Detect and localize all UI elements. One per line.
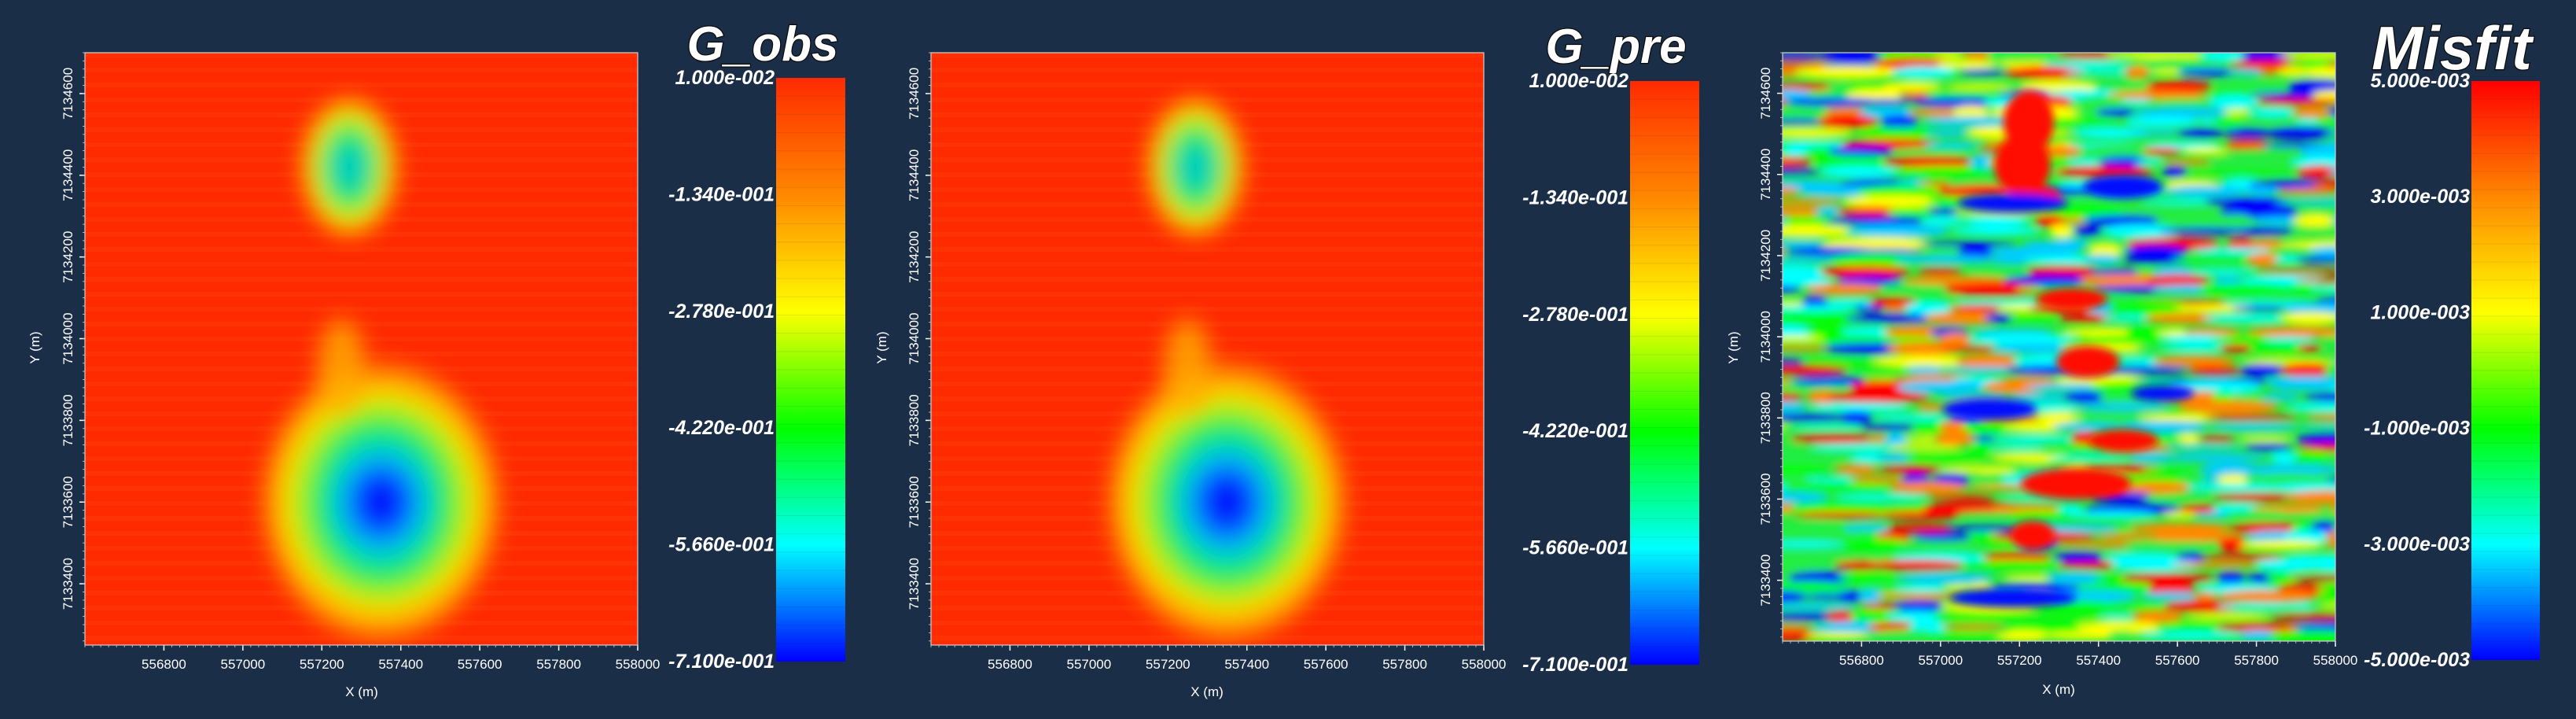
colorbar-gradient [776, 78, 845, 662]
x-tick-label: 558000 [1462, 657, 1507, 672]
y-tick-label: 7134600 [1758, 67, 1773, 119]
y-tick-label: 7134000 [907, 312, 922, 364]
x-tick-label: 557600 [1304, 657, 1349, 672]
y-axis-g-pre: 7133400 7133600 7133800 7134000 7134200 71344… [907, 52, 931, 642]
x-tick-label: 556800 [142, 657, 186, 672]
colorbar-label: -5.660e-001 [668, 534, 775, 556]
x-tick-label: 557400 [1224, 657, 1269, 672]
colorbar-label: -3.000e-003 [2364, 533, 2470, 555]
colorbar-label: -2.780e-001 [668, 301, 775, 323]
x-tick-label: 557200 [300, 657, 344, 672]
colorbar-label: -7.100e-001 [1522, 654, 1628, 676]
panel-g-pre: 556800 557000 557200 557400 557600 557800 5580… [874, 19, 1699, 699]
colorbar-label: -4.220e-001 [1522, 420, 1628, 442]
colorbar-label: -1.000e-003 [2364, 418, 2470, 440]
x-tick-label: 557400 [2076, 653, 2121, 668]
y-axis-label: Y (m) [1726, 331, 1741, 363]
colorbar-gradient [1630, 81, 1699, 665]
y-axis-misfit: 7133400 7133600 7133800 7134000 7134200 71344… [1758, 52, 1783, 638]
chart-title: G_obs [687, 17, 839, 72]
colorbar-label: -1.340e-001 [1522, 186, 1628, 208]
y-axis-label: Y (m) [874, 331, 889, 363]
colorbar-gradient [2471, 81, 2540, 660]
x-tick-label: 557400 [378, 657, 423, 672]
y-tick-label: 7134400 [1758, 149, 1773, 201]
x-axis-g-pre: 556800 557000 557200 557400 557600 557800 5580… [930, 645, 1507, 672]
colorbar-misfit: 5.000e-003 3.000e-003 1.000e-003 -1.000e-00… [2364, 70, 2540, 671]
y-tick-label: 7134400 [61, 149, 75, 201]
x-axis-label: X (m) [1190, 684, 1224, 699]
y-tick-label: 7134600 [61, 68, 75, 120]
x-tick-label: 558000 [2313, 653, 2358, 668]
colorbar-label: -5.660e-001 [1522, 537, 1628, 559]
y-tick-label: 7134000 [61, 312, 75, 364]
colorbar-label: -4.220e-001 [668, 417, 775, 439]
y-tick-label: 7134200 [1758, 230, 1773, 282]
y-tick-label: 7134200 [907, 231, 922, 283]
y-tick-label: 7134400 [907, 149, 922, 201]
colorbar-label: 1.000e-002 [675, 67, 775, 89]
y-tick-label: 7133400 [1758, 555, 1773, 607]
colorbar-label: -7.100e-001 [668, 651, 775, 673]
x-axis-label: X (m) [345, 684, 378, 699]
y-tick-label: 7133400 [61, 558, 75, 610]
y-axis-label: Y (m) [28, 331, 42, 363]
colorbar-label: -5.000e-003 [2364, 649, 2470, 671]
x-tick-label: 557800 [1382, 657, 1427, 672]
x-tick-label: 558000 [616, 657, 661, 672]
y-tick-label: 7133600 [1758, 473, 1773, 525]
panel-g-obs: 556800 557000 557200 557400 557600 557800 5580… [28, 17, 845, 699]
x-axis-g-obs: 556800 557000 557200 557400 557600 557800 5580… [84, 645, 661, 672]
x-tick-label: 557600 [458, 657, 502, 672]
y-tick-label: 7134600 [907, 68, 922, 120]
plot-area-g-pre [930, 52, 1485, 646]
x-axis-misfit: 556800 557000 557200 557400 557600 557800 5580… [1782, 641, 2358, 668]
chart-title: Misfit [2372, 13, 2534, 83]
colorbar-g-pre: 1.000e-002 -1.340e-001 -2.780e-001 -4.220e-… [1522, 70, 1699, 676]
y-tick-label: 7133600 [907, 476, 922, 528]
x-tick-label: 557200 [1997, 653, 2042, 668]
y-tick-label: 7133800 [907, 394, 922, 446]
x-tick-label: 557800 [536, 657, 581, 672]
colorbar-label: 3.000e-003 [2370, 186, 2470, 208]
colorbar-g-obs: 1.000e-002 -1.340e-001 -2.780e-001 -4.220e-… [668, 67, 845, 673]
panel-misfit: 556800 557000 557200 557400 557600 557800 5580… [1726, 13, 2540, 697]
x-tick-label: 556800 [1839, 653, 1884, 668]
y-tick-label: 7133400 [907, 558, 922, 610]
y-axis-g-obs: 7133400 7133600 7133800 7134000 7134200 71344… [61, 52, 85, 642]
x-axis-label: X (m) [2042, 682, 2075, 697]
plot-area-misfit [1782, 52, 2336, 642]
colorbar-label: 1.000e-002 [1529, 70, 1628, 92]
x-tick-label: 557000 [220, 657, 265, 672]
x-tick-label: 557800 [2234, 653, 2279, 668]
colorbar-label: -2.780e-001 [1522, 304, 1628, 326]
y-tick-label: 7134200 [61, 231, 75, 283]
colorbar-label: 5.000e-003 [2370, 70, 2470, 92]
y-tick-label: 7133600 [61, 476, 75, 528]
x-tick-label: 557000 [1918, 653, 1963, 668]
y-tick-label: 7134000 [1758, 311, 1773, 363]
colorbar-label: 1.000e-003 [2370, 301, 2470, 323]
colorbar-label: -1.340e-001 [668, 183, 775, 205]
x-tick-label: 556800 [988, 657, 1032, 672]
y-tick-label: 7133800 [1758, 392, 1773, 444]
x-tick-label: 557000 [1066, 657, 1111, 672]
plot-area-g-obs [84, 52, 638, 646]
x-tick-label: 557200 [1146, 657, 1190, 672]
chart-title: G_pre [1545, 20, 1686, 74]
y-tick-label: 7133800 [61, 394, 75, 446]
x-tick-label: 557600 [2155, 653, 2200, 668]
